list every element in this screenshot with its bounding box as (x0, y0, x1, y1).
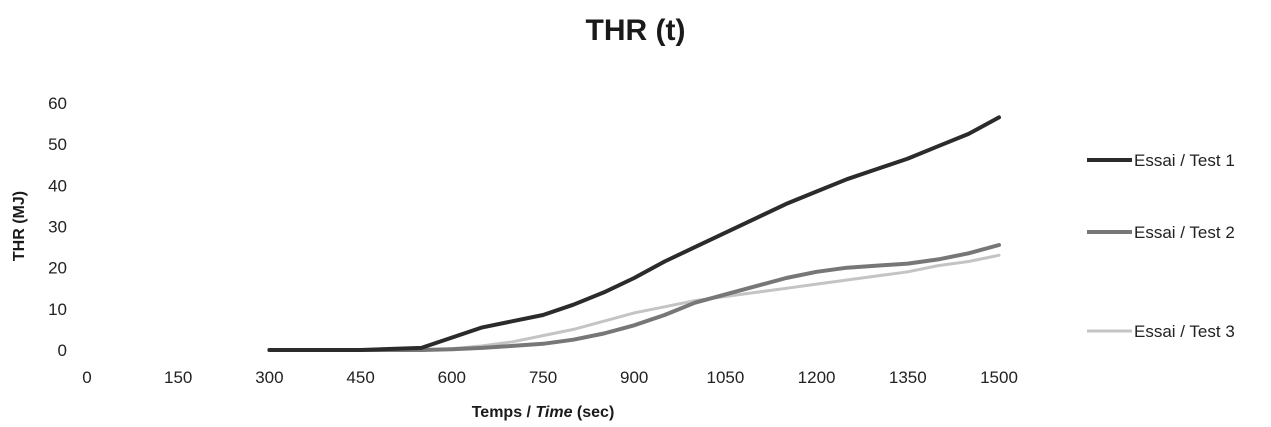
y-tick-label: 30 (48, 218, 67, 237)
y-axis-title: THR (MJ) (11, 191, 28, 261)
y-tick-label: 10 (48, 300, 67, 319)
series-lines (267, 115, 1001, 352)
x-tick-label: 1350 (889, 368, 927, 387)
y-axis-ticks: 0 10 20 30 40 50 60 (48, 94, 67, 360)
legend-label-test-2: Essai / Test 2 (1134, 223, 1235, 242)
x-tick-label: 750 (529, 368, 557, 387)
x-tick-label: 0 (82, 368, 91, 387)
x-axis-title-unit: (sec) (572, 404, 614, 421)
x-tick-label: 150 (164, 368, 192, 387)
y-tick-label: 20 (48, 259, 67, 278)
legend: Essai / Test 1 Essai / Test 2 Essai / Test… (1087, 151, 1235, 341)
legend-label-test-3: Essai / Test 3 (1134, 322, 1235, 341)
series-line-test-3 (267, 253, 1001, 352)
legend-label-test-1: Essai / Test 1 (1134, 151, 1235, 170)
chart-title: THR (t) (585, 14, 686, 47)
x-axis-title-italic: Time (535, 404, 572, 421)
x-axis-title-main: Temps / (472, 404, 536, 421)
x-tick-label: 900 (620, 368, 648, 387)
x-tick-label: 450 (346, 368, 374, 387)
y-tick-label: 40 (48, 176, 67, 195)
series-line-test-2 (267, 243, 1001, 352)
x-tick-label: 1200 (798, 368, 836, 387)
x-tick-label: 300 (255, 368, 283, 387)
x-tick-label: 600 (438, 368, 466, 387)
x-tick-label: 1500 (980, 368, 1018, 387)
y-tick-label: 50 (48, 135, 67, 154)
x-axis-ticks: 0 150 300 450 600 750 900 1050 1200 1350 1500 (82, 368, 1018, 387)
y-tick-label: 60 (48, 94, 67, 113)
x-axis-title: Temps / Time (sec) (472, 404, 615, 421)
y-tick-label: 0 (58, 341, 67, 360)
series-line-test-1 (267, 115, 1001, 352)
x-tick-label: 1050 (706, 368, 744, 387)
